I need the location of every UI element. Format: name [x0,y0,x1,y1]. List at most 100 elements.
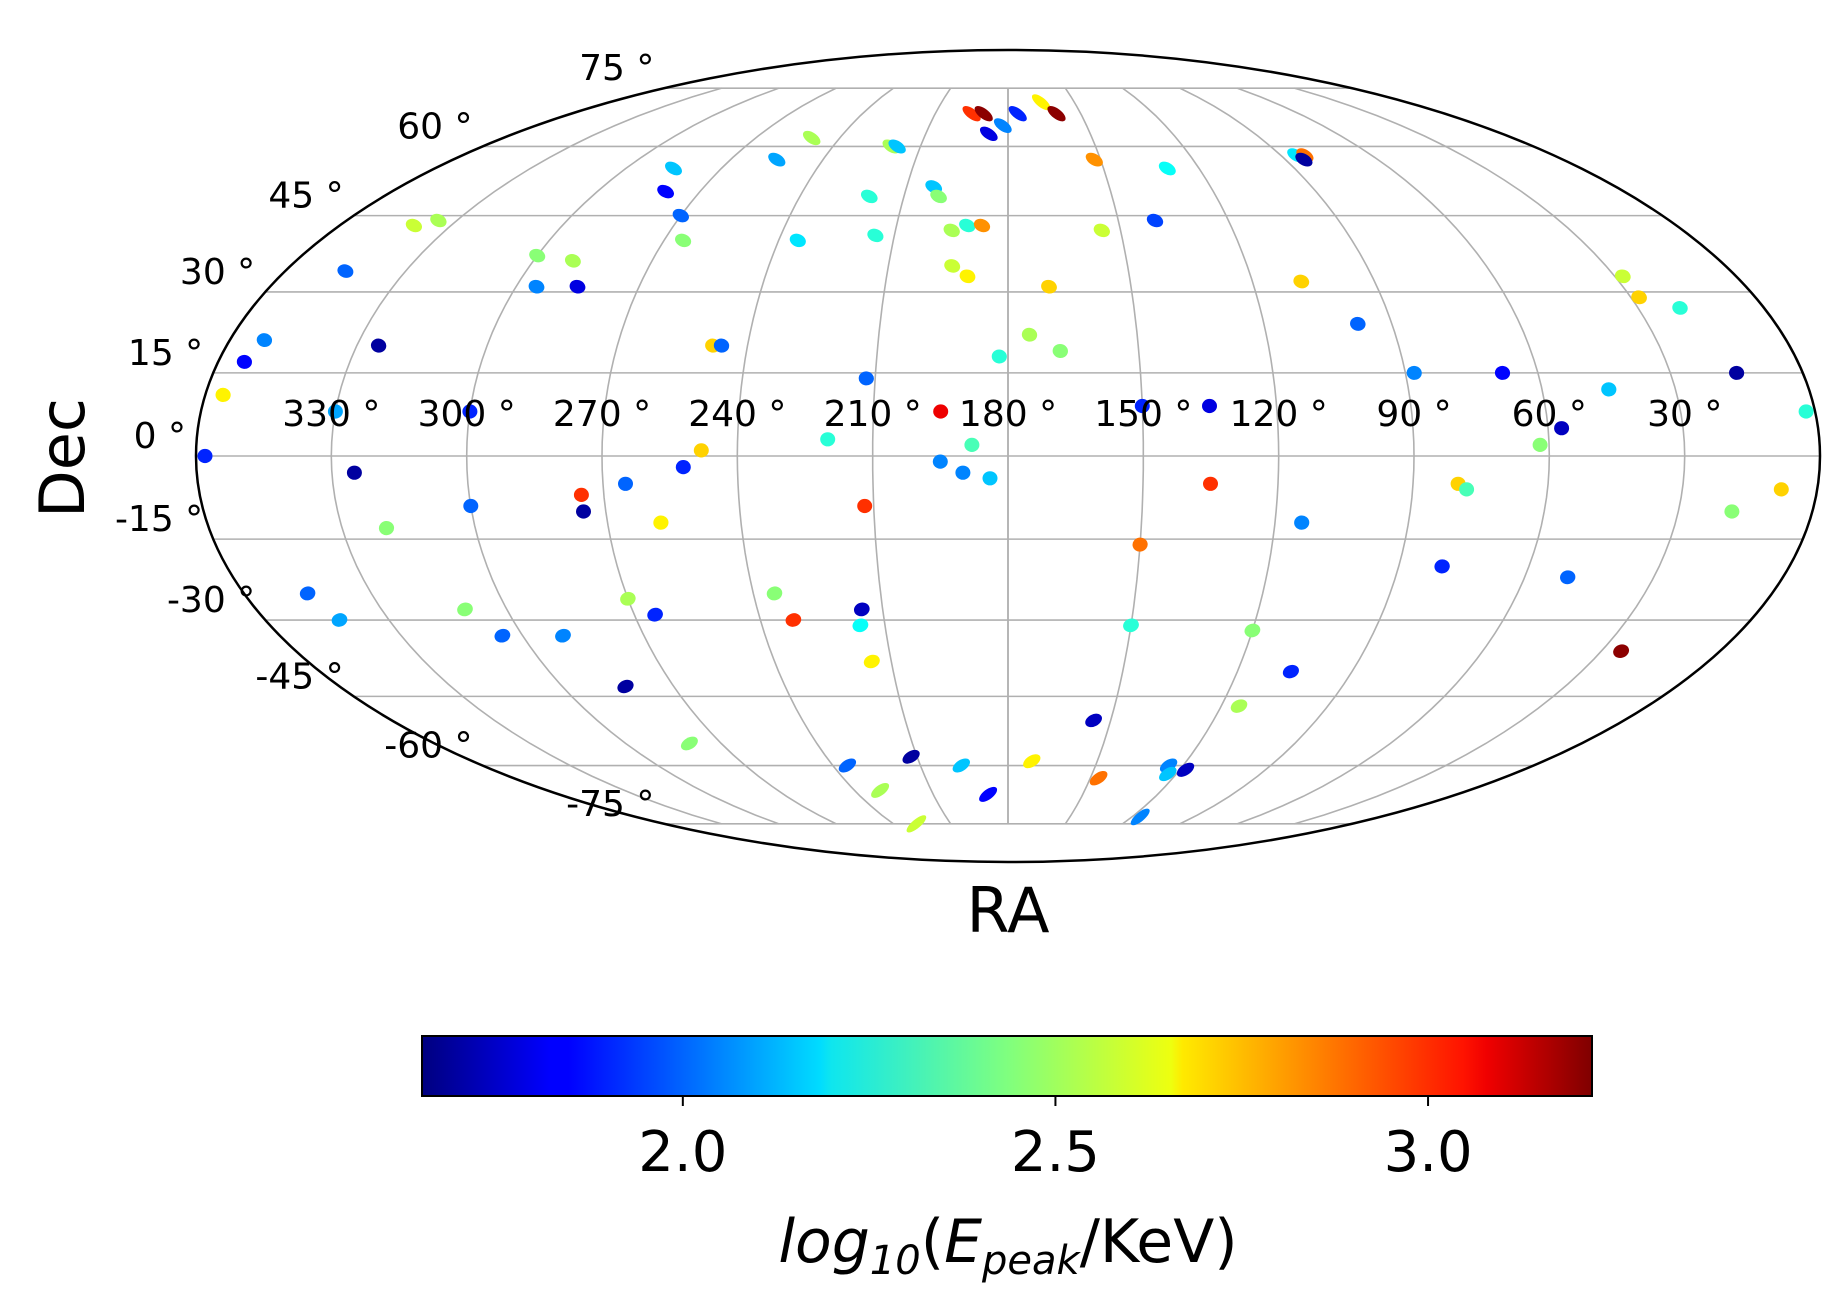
ra-tick-label: 180 ° [959,394,1057,435]
data-point [555,628,571,643]
y-axis-label: Dec [26,398,99,518]
data-point [1021,327,1038,342]
data-point [858,371,874,386]
data-point [1554,421,1570,436]
x-axis-label: RA [967,874,1050,947]
data-point [1729,365,1745,380]
data-point [930,189,947,204]
data-point [657,184,674,199]
colorbar-gradient [421,1035,1593,1097]
data-point [1041,279,1057,294]
data-point [215,387,231,403]
data-point [857,498,873,514]
data-point [370,338,387,353]
data-point [979,786,998,802]
data-point [768,152,786,167]
data-point [863,654,880,669]
data-point [838,758,857,773]
data-point [802,130,821,146]
data-point [1631,290,1647,305]
data-point [1093,223,1110,238]
data-point [378,520,395,536]
data-point [959,269,976,284]
data-point [675,460,691,475]
dec-tick-label: 75 ° [579,48,654,89]
colorbar: 2.0 2.5 3.0 log10(Epeak/KeV) [421,1035,1593,1284]
data-point [529,248,546,263]
data-point [1798,404,1814,419]
data-point [1294,515,1310,530]
ra-tick-label: 60 ° [1512,394,1587,435]
data-point [1031,94,1051,111]
data-point [1282,664,1299,679]
data-point [1023,754,1041,769]
data-point [766,586,783,601]
data-point [1008,106,1027,122]
data-point [494,628,511,643]
dec-tick-label: 45 ° [268,176,343,217]
data-point [853,602,870,617]
data-point [672,208,689,223]
data-point [1085,152,1103,167]
data-point [852,618,869,633]
data-point [962,106,981,122]
colorbar-label-var: E [944,1207,982,1277]
data-point [952,758,970,773]
colorbar-label-open: ( [921,1207,944,1277]
data-point [1614,269,1631,284]
data-point [955,465,971,480]
ra-tick-label: 240 ° [688,394,786,435]
dec-tick-labels: 75 ° 60 ° 45 ° 30 ° 15 ° 0 ° -15 ° -30 °-45 ° -6… [115,48,654,825]
ra-tick-label: 270 ° [553,394,651,435]
data-point [902,749,920,764]
ra-tick-label: 90 ° [1376,394,1451,435]
data-point [236,354,252,369]
colorbar-label-sub: 10 [870,1238,921,1284]
data-point [933,404,949,419]
data-point [820,432,836,447]
data-point [1560,570,1576,585]
data-point [1244,623,1261,638]
data-point [1203,476,1218,491]
dec-tick-label: 60 ° [397,107,472,148]
colorbar-label-base: log [778,1207,869,1277]
data-point [1459,482,1475,497]
data-point [1159,766,1177,782]
ra-tick-label: 30 ° [1647,394,1722,435]
data-point [789,233,806,248]
data-point [1230,699,1248,713]
data-point [430,213,447,228]
dec-tick-label: -45 ° [255,656,343,697]
data-point [680,736,698,751]
data-point [346,465,362,480]
data-point [1494,365,1511,380]
ra-tick-label: 120 ° [1230,394,1328,435]
data-point [337,264,354,278]
data-point [618,476,633,491]
data-point [1176,762,1195,777]
dec-tick-label: 15 ° [128,333,203,374]
data-point [665,161,682,176]
data-point [1202,398,1217,414]
data-point [256,333,273,348]
data-point [1293,274,1310,289]
data-point [1158,161,1176,176]
data-point [675,233,692,248]
ra-tick-label: 150 ° [1094,394,1192,435]
data-point [979,126,998,142]
data-point [1724,504,1740,519]
data-point [693,443,709,458]
data-point [653,515,669,530]
data-point [647,607,663,622]
data-point [1134,398,1150,414]
dec-tick-label: 30 ° [180,252,255,293]
data-point [906,815,927,833]
data-point [982,471,998,486]
data-point [1085,713,1102,728]
data-point [564,254,581,268]
data-point [1613,644,1630,658]
data-point [1089,770,1108,786]
data-point [1130,808,1150,826]
data-point [299,586,316,601]
